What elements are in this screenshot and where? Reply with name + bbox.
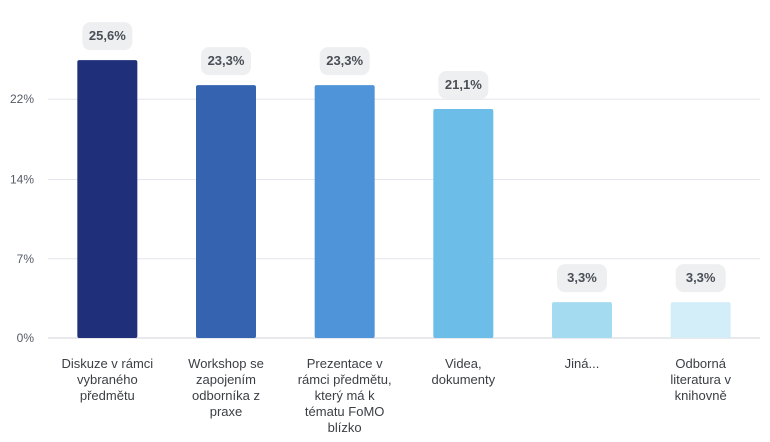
category-label-line: literatura v bbox=[670, 372, 731, 387]
category-label-line: předmětu bbox=[80, 388, 135, 403]
gridlines bbox=[48, 98, 760, 339]
y-axis-ticks: 0% 7% 14% 22% bbox=[10, 92, 34, 345]
data-label: 21,1% bbox=[438, 70, 489, 99]
bar[interactable] bbox=[77, 60, 138, 339]
bars bbox=[77, 60, 731, 339]
category-label: Videa,dokumenty bbox=[432, 356, 496, 387]
y-tick-label: 0% bbox=[17, 331, 35, 345]
bar[interactable] bbox=[670, 302, 731, 338]
data-label-text: 23,3% bbox=[208, 53, 245, 68]
data-label-background bbox=[557, 264, 607, 293]
data-label: 23,3% bbox=[319, 47, 370, 76]
bar[interactable] bbox=[552, 302, 612, 338]
category-label-line: Jiná... bbox=[565, 356, 600, 371]
data-label-background bbox=[82, 22, 133, 51]
category-label-line: zapojením bbox=[196, 372, 256, 387]
y-tick-label: 7% bbox=[17, 252, 35, 266]
data-label: 23,3% bbox=[201, 47, 251, 76]
category-label-line: Odborná bbox=[675, 356, 726, 371]
data-labels: 25,6% 23,3% 23,3% 21,1% 3,3% 3,3% bbox=[82, 22, 726, 293]
y-tick-label: 22% bbox=[10, 92, 34, 106]
category-label-line: Videa, bbox=[445, 356, 482, 371]
data-label-background bbox=[675, 264, 726, 293]
data-label: 3,3% bbox=[675, 264, 726, 293]
category-label-line: Diskuze v rámci bbox=[61, 356, 153, 371]
data-label-text: 3,3% bbox=[686, 270, 716, 285]
bar[interactable] bbox=[314, 85, 375, 339]
category-label-line: rámci předmětu, bbox=[298, 372, 392, 387]
bar[interactable] bbox=[433, 108, 494, 339]
data-label-text: 3,3% bbox=[567, 270, 597, 285]
data-label-background bbox=[201, 47, 251, 76]
category-label-line: dokumenty bbox=[432, 372, 496, 387]
category-label-line: tématu FoMO bbox=[305, 404, 384, 419]
data-label-background bbox=[319, 47, 370, 76]
category-label-line: Workshop se bbox=[188, 356, 264, 371]
category-label-line: blízko bbox=[328, 420, 362, 435]
data-label-background bbox=[438, 70, 489, 99]
data-label-text: 21,1% bbox=[445, 77, 482, 92]
data-label-text: 25,6% bbox=[89, 28, 126, 43]
data-label: 25,6% bbox=[82, 22, 133, 51]
y-tick-label: 14% bbox=[10, 173, 34, 187]
category-label-line: Prezentace v bbox=[307, 356, 383, 371]
category-label-line: knihovně bbox=[675, 388, 727, 403]
category-label-line: který má k bbox=[315, 388, 375, 403]
category-label-line: praxe bbox=[210, 404, 243, 419]
data-label: 3,3% bbox=[557, 264, 607, 293]
category-label-line: vybraného bbox=[77, 372, 138, 387]
bar[interactable] bbox=[196, 85, 256, 339]
data-label-text: 23,3% bbox=[326, 53, 363, 68]
category-label: Jiná... bbox=[565, 356, 600, 371]
category-label-line: odborníka z bbox=[192, 388, 260, 403]
